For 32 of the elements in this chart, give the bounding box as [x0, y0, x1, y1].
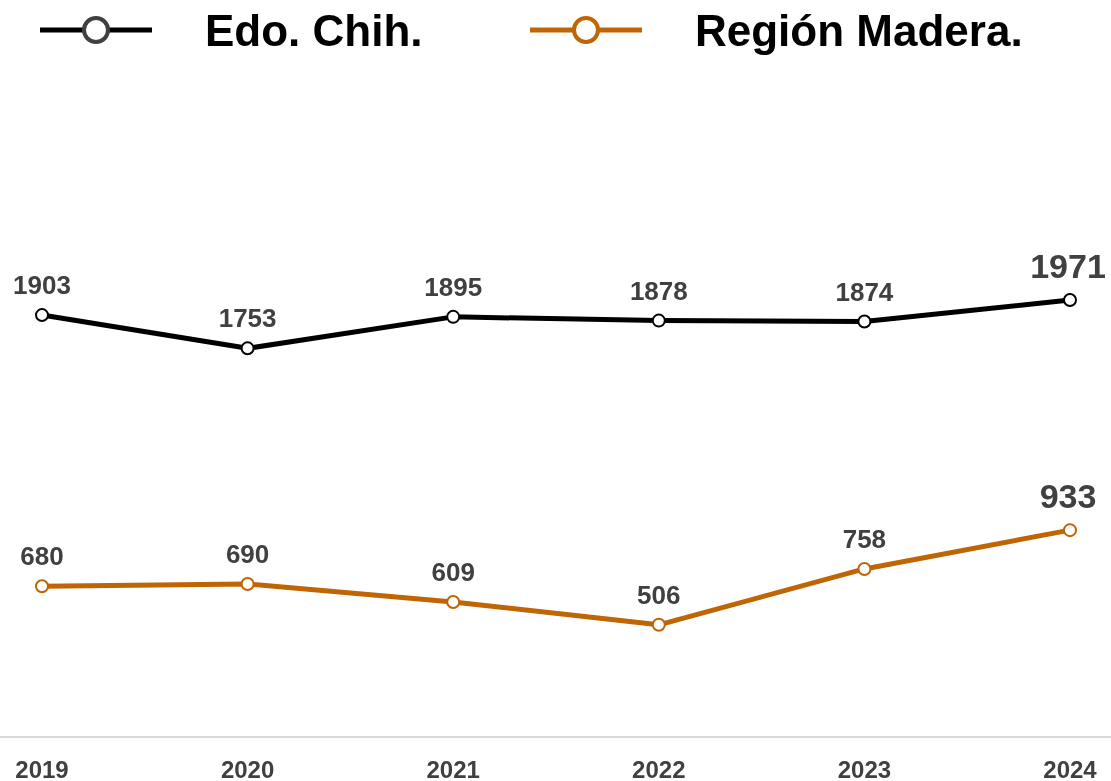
legend-label: Región Madera. [695, 6, 1023, 55]
data-label: 933 [1039, 477, 1097, 516]
point [857, 561, 872, 576]
point [651, 313, 666, 328]
data-label: 1895 [424, 271, 483, 302]
legend-label: Edo. Chih. [205, 6, 423, 55]
data-label: 1903 [13, 270, 71, 301]
point [1063, 293, 1077, 307]
x-tick-label: 2024 [1043, 756, 1098, 781]
data-label: 506 [637, 579, 681, 610]
data-label: 1878 [629, 275, 688, 306]
point [240, 341, 255, 356]
data-label: 1971 [1030, 247, 1106, 285]
point [446, 594, 461, 609]
data-label: 1874 [835, 276, 894, 307]
data-label: 1753 [218, 303, 277, 334]
data-label: 690 [225, 539, 270, 570]
x-tick-label: 2020 [220, 756, 275, 781]
x-tick-label: 2023 [837, 756, 892, 781]
x-tick-label: 2019 [15, 756, 69, 781]
point [651, 617, 666, 632]
point [35, 308, 49, 323]
data-label: 680 [20, 541, 64, 572]
point [1063, 523, 1077, 538]
data-label: 758 [842, 523, 887, 554]
point [35, 579, 49, 594]
point [857, 314, 872, 329]
point [446, 309, 461, 324]
x-tick-label: 2021 [426, 756, 480, 781]
x-tick-label: 2022 [632, 756, 686, 781]
data-label: 609 [431, 556, 475, 587]
point [240, 577, 255, 592]
